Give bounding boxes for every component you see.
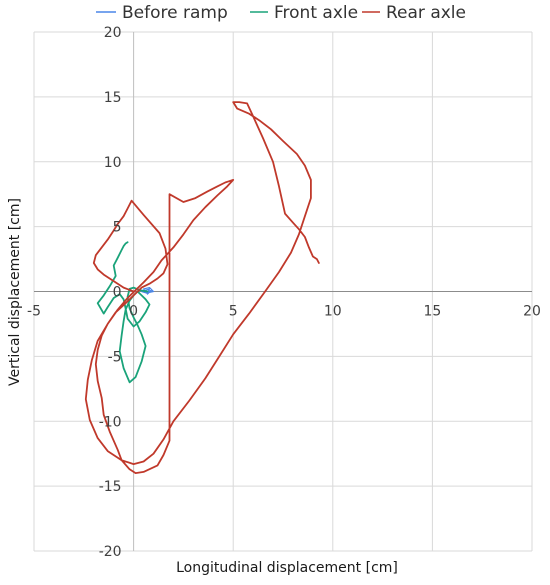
y-tick-label: -5 xyxy=(108,349,122,365)
y-tick-label: 10 xyxy=(104,155,122,171)
y-tick-label: 5 xyxy=(113,220,122,236)
tick-labels: -5 0 5 10 15 20 -20 -15 -10 -5 0 5 10 15 20 xyxy=(27,25,541,560)
x-axis-title: Longitudinal displacement [cm] xyxy=(176,560,398,576)
series-lines xyxy=(84,101,320,475)
x-tick-label: 5 xyxy=(229,304,238,320)
y-tick-label: 15 xyxy=(104,90,122,106)
y-tick-label: -20 xyxy=(99,544,122,560)
y-tick-label: 0 xyxy=(113,285,122,301)
x-tick-label: 10 xyxy=(324,304,342,320)
legend: Before ramp Front axle Rear axle xyxy=(96,3,466,23)
x-tick-label: 20 xyxy=(523,304,541,320)
y-tick-label: -10 xyxy=(99,414,122,430)
x-tick-label: 0 xyxy=(129,304,138,320)
series-before-ramp xyxy=(141,287,155,295)
y-tick-label: 20 xyxy=(104,25,122,41)
y-axis-title: Vertical displacement [cm] xyxy=(7,198,23,386)
x-tick-label: 15 xyxy=(423,304,441,320)
series-front-axle xyxy=(96,241,151,384)
y-tick-label: -15 xyxy=(99,479,122,495)
legend-label-rear-axle: Rear axle xyxy=(386,3,466,23)
series-rear-axle xyxy=(84,101,320,475)
legend-label-front-axle: Front axle xyxy=(274,3,358,23)
legend-label-before-ramp: Before ramp xyxy=(122,3,228,23)
x-tick-label: -5 xyxy=(27,304,41,320)
